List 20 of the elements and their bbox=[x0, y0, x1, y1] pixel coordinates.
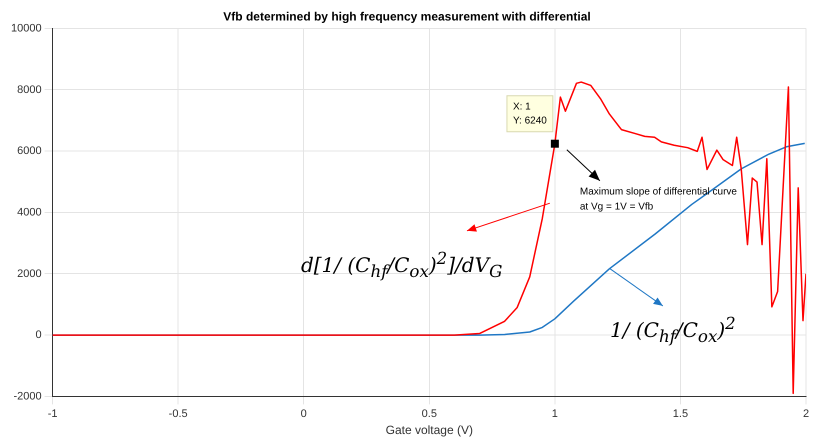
y-tick-label: 4000 bbox=[17, 206, 42, 218]
annotation: Maximum slope of differential curve at Vg = 1V = Vfb bbox=[580, 186, 738, 212]
y-tick-label: 2000 bbox=[17, 268, 42, 280]
y-tick-label: 10000 bbox=[10, 22, 42, 34]
x-tick-label: 0 bbox=[300, 408, 307, 420]
x-tick-label: 2 bbox=[802, 408, 810, 420]
x-tick-label: 1 bbox=[552, 408, 558, 420]
x-tick-label: -1 bbox=[48, 408, 58, 420]
y-tick-label: 0 bbox=[35, 329, 42, 342]
annotation: X: 1 Y: 6240 bbox=[512, 101, 548, 126]
x-tick-label: 0.5 bbox=[422, 408, 437, 420]
y-tick-label: 8000 bbox=[17, 84, 42, 96]
x-tick-label: -0.5 bbox=[168, 408, 188, 420]
x-axis-title: Gate voltage (V) bbox=[386, 423, 473, 438]
legend-label: d[1/ (C$_{hf}$/C$_{ox}$)$^{2}$]/dV$_{G}$ bbox=[300, 248, 502, 280]
y-tick-label: 6000 bbox=[17, 145, 42, 158]
y-tick-label: -2000 bbox=[13, 390, 42, 402]
x-tick-label: 1.5 bbox=[672, 408, 688, 420]
legend-label: 1/ (C$_{hf}$/C$_{ox}$)$^{2}$ bbox=[610, 314, 736, 346]
chart-title: Vfb determined by high frequency measurement with differential bbox=[223, 10, 591, 24]
